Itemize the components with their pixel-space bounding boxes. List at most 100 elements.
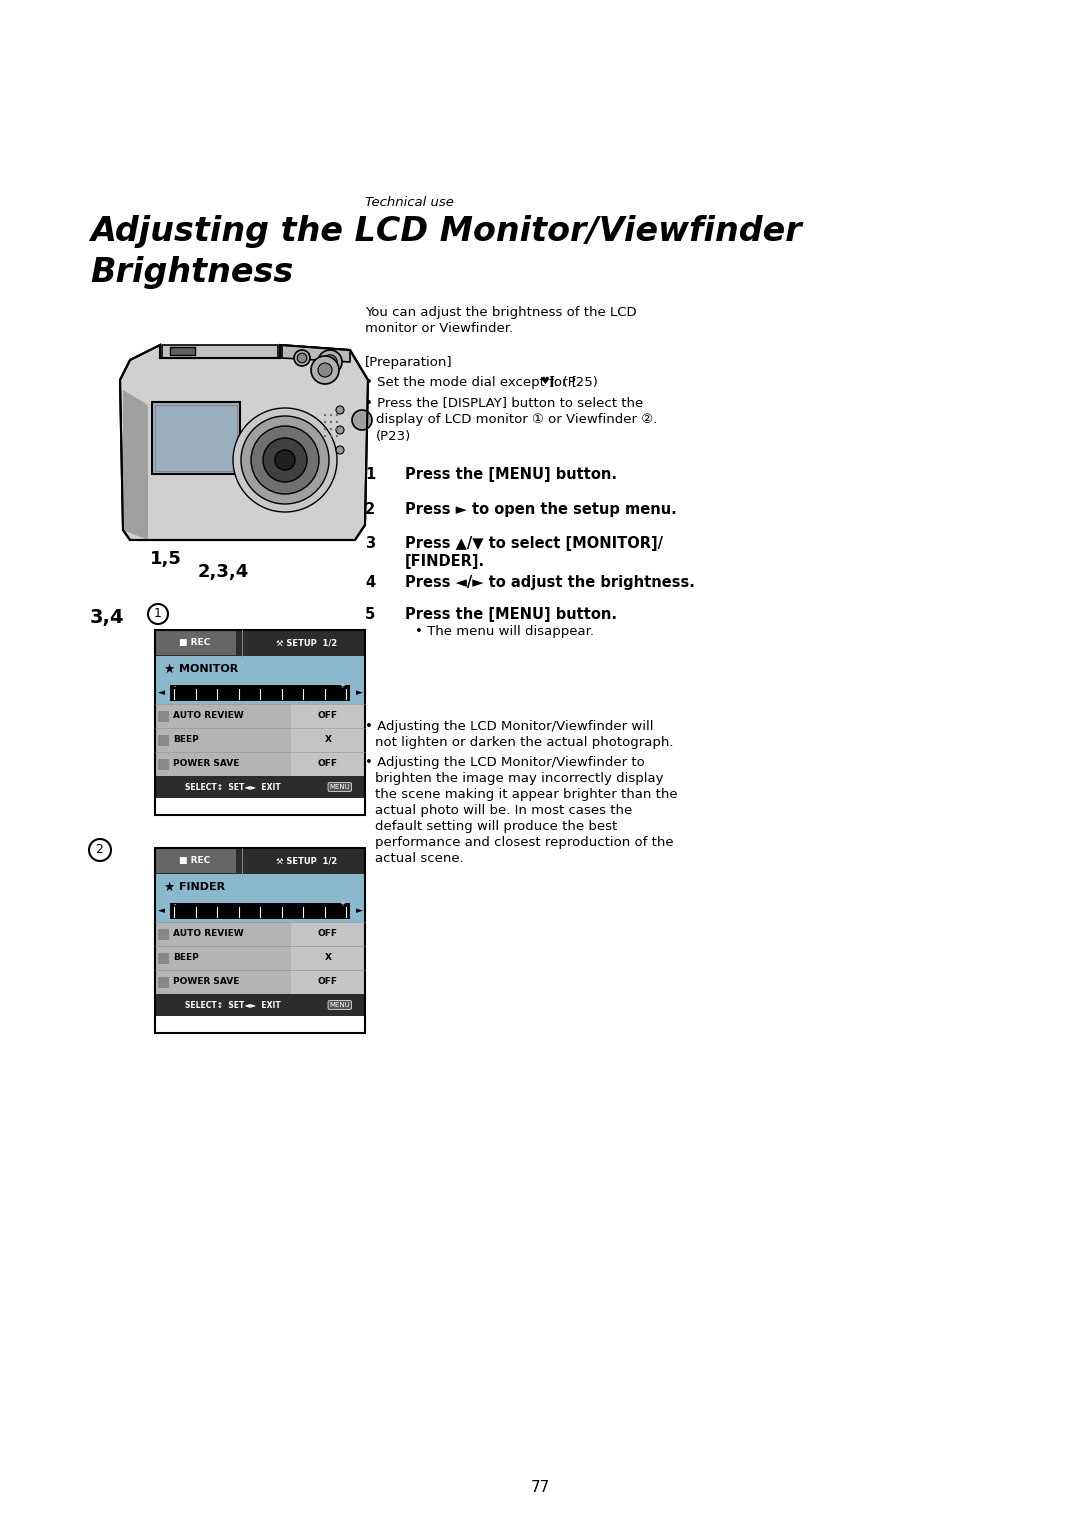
Text: ⚒ SETUP  1/2: ⚒ SETUP 1/2 — [275, 638, 337, 647]
Bar — [156, 848, 235, 873]
Circle shape — [336, 426, 345, 433]
Text: ]. (P25): ]. (P25) — [549, 375, 598, 389]
Text: [FINDER].: [FINDER]. — [405, 554, 485, 569]
Text: • The menu will disappear.: • The menu will disappear. — [415, 626, 594, 638]
Bar — [170, 346, 195, 356]
Bar — [158, 977, 168, 987]
Bar — [156, 946, 291, 971]
Text: Press ◄/► to adjust the brightness.: Press ◄/► to adjust the brightness. — [405, 575, 694, 591]
Text: OFF: OFF — [318, 978, 338, 986]
Text: MENU: MENU — [329, 784, 350, 790]
Text: display of LCD monitor ① or Viewfinder ②.: display of LCD monitor ① or Viewfinder ②… — [376, 414, 658, 426]
Text: monitor or Viewfinder.: monitor or Viewfinder. — [365, 322, 513, 336]
Polygon shape — [123, 391, 148, 540]
Bar — [170, 685, 350, 700]
Text: 4: 4 — [365, 575, 375, 591]
Text: POWER SAVE: POWER SAVE — [173, 978, 240, 986]
Text: ◄: ◄ — [158, 906, 164, 916]
Text: ⚒ SETUP  1/2: ⚒ SETUP 1/2 — [275, 856, 337, 865]
Text: MONITOR: MONITOR — [179, 664, 239, 674]
Text: performance and closest reproduction of the: performance and closest reproduction of … — [375, 836, 674, 848]
Text: -: - — [174, 900, 176, 906]
Bar — [156, 848, 365, 874]
Circle shape — [329, 414, 333, 417]
Circle shape — [329, 421, 333, 423]
Circle shape — [311, 356, 339, 385]
Text: ★: ★ — [163, 662, 174, 676]
Text: Brightness: Brightness — [90, 256, 294, 288]
Polygon shape — [282, 345, 350, 362]
Text: Press the [MENU] button.: Press the [MENU] button. — [405, 607, 617, 623]
Text: OFF: OFF — [318, 929, 338, 938]
Circle shape — [336, 446, 345, 455]
Text: -: - — [174, 684, 176, 688]
Bar — [156, 752, 291, 777]
Circle shape — [251, 426, 319, 494]
Bar — [156, 993, 365, 1016]
Polygon shape — [120, 345, 368, 540]
Bar — [156, 404, 237, 472]
Bar — [152, 401, 240, 475]
Text: Adjusting the LCD Monitor/Viewfinder: Adjusting the LCD Monitor/Viewfinder — [90, 215, 801, 249]
Text: ■ REC: ■ REC — [179, 638, 211, 647]
Text: BEEP: BEEP — [173, 736, 199, 745]
Circle shape — [324, 435, 326, 438]
Text: 1: 1 — [365, 467, 375, 482]
Bar — [170, 903, 350, 919]
Text: X: X — [324, 736, 332, 745]
Circle shape — [324, 427, 326, 430]
Circle shape — [336, 427, 338, 430]
Bar — [156, 971, 291, 993]
Bar — [291, 922, 365, 946]
Text: You can adjust the brightness of the LCD: You can adjust the brightness of the LCD — [365, 307, 636, 319]
Bar — [156, 848, 365, 1033]
Circle shape — [329, 427, 333, 430]
Text: ♥: ♥ — [540, 375, 549, 386]
Bar — [291, 703, 365, 728]
Bar — [156, 922, 291, 946]
Text: ►: ► — [355, 688, 363, 697]
Circle shape — [336, 414, 338, 417]
Text: Press the [MENU] button.: Press the [MENU] button. — [405, 467, 617, 482]
Text: SELECT↕  SET◄►  EXIT: SELECT↕ SET◄► EXIT — [185, 783, 281, 792]
Circle shape — [352, 410, 372, 430]
Text: 5: 5 — [365, 607, 375, 623]
Text: SELECT↕  SET◄►  EXIT: SELECT↕ SET◄► EXIT — [185, 1001, 281, 1010]
Bar — [156, 656, 365, 682]
Circle shape — [336, 406, 345, 414]
Text: Press ► to open the setup menu.: Press ► to open the setup menu. — [405, 502, 677, 517]
Circle shape — [241, 417, 329, 504]
Bar — [156, 874, 365, 900]
Bar — [291, 728, 365, 752]
Bar — [156, 703, 291, 728]
Text: • Adjusting the LCD Monitor/Viewfinder to: • Adjusting the LCD Monitor/Viewfinder t… — [365, 755, 645, 769]
Circle shape — [294, 349, 310, 366]
Bar — [156, 777, 365, 798]
Circle shape — [297, 353, 307, 363]
Text: ◄: ◄ — [158, 688, 164, 697]
Text: • Press the [DISPLAY] button to select the: • Press the [DISPLAY] button to select t… — [365, 397, 644, 409]
Text: actual photo will be. In most cases the: actual photo will be. In most cases the — [375, 804, 632, 816]
Polygon shape — [162, 345, 278, 359]
Text: 3: 3 — [365, 536, 375, 551]
Circle shape — [324, 414, 326, 417]
Bar — [158, 736, 168, 746]
Text: not lighten or darken the actual photograph.: not lighten or darken the actual photogr… — [375, 736, 674, 749]
Text: • Set the mode dial except for [: • Set the mode dial except for [ — [365, 375, 577, 389]
Circle shape — [275, 450, 295, 470]
Bar — [156, 630, 365, 815]
Text: the scene making it appear brighter than the: the scene making it appear brighter than… — [375, 787, 677, 801]
Text: X: X — [324, 954, 332, 963]
Text: (P23): (P23) — [376, 430, 411, 443]
Bar — [158, 929, 168, 940]
Text: ►: ► — [355, 906, 363, 916]
Text: +: + — [339, 900, 345, 906]
Bar — [158, 711, 168, 722]
Bar — [156, 728, 291, 752]
Bar — [156, 848, 365, 1033]
Text: 2: 2 — [95, 842, 103, 856]
Text: OFF: OFF — [318, 711, 338, 720]
Text: FINDER: FINDER — [179, 882, 225, 893]
Text: brighten the image may incorrectly display: brighten the image may incorrectly displ… — [375, 772, 663, 784]
Bar — [158, 758, 168, 771]
